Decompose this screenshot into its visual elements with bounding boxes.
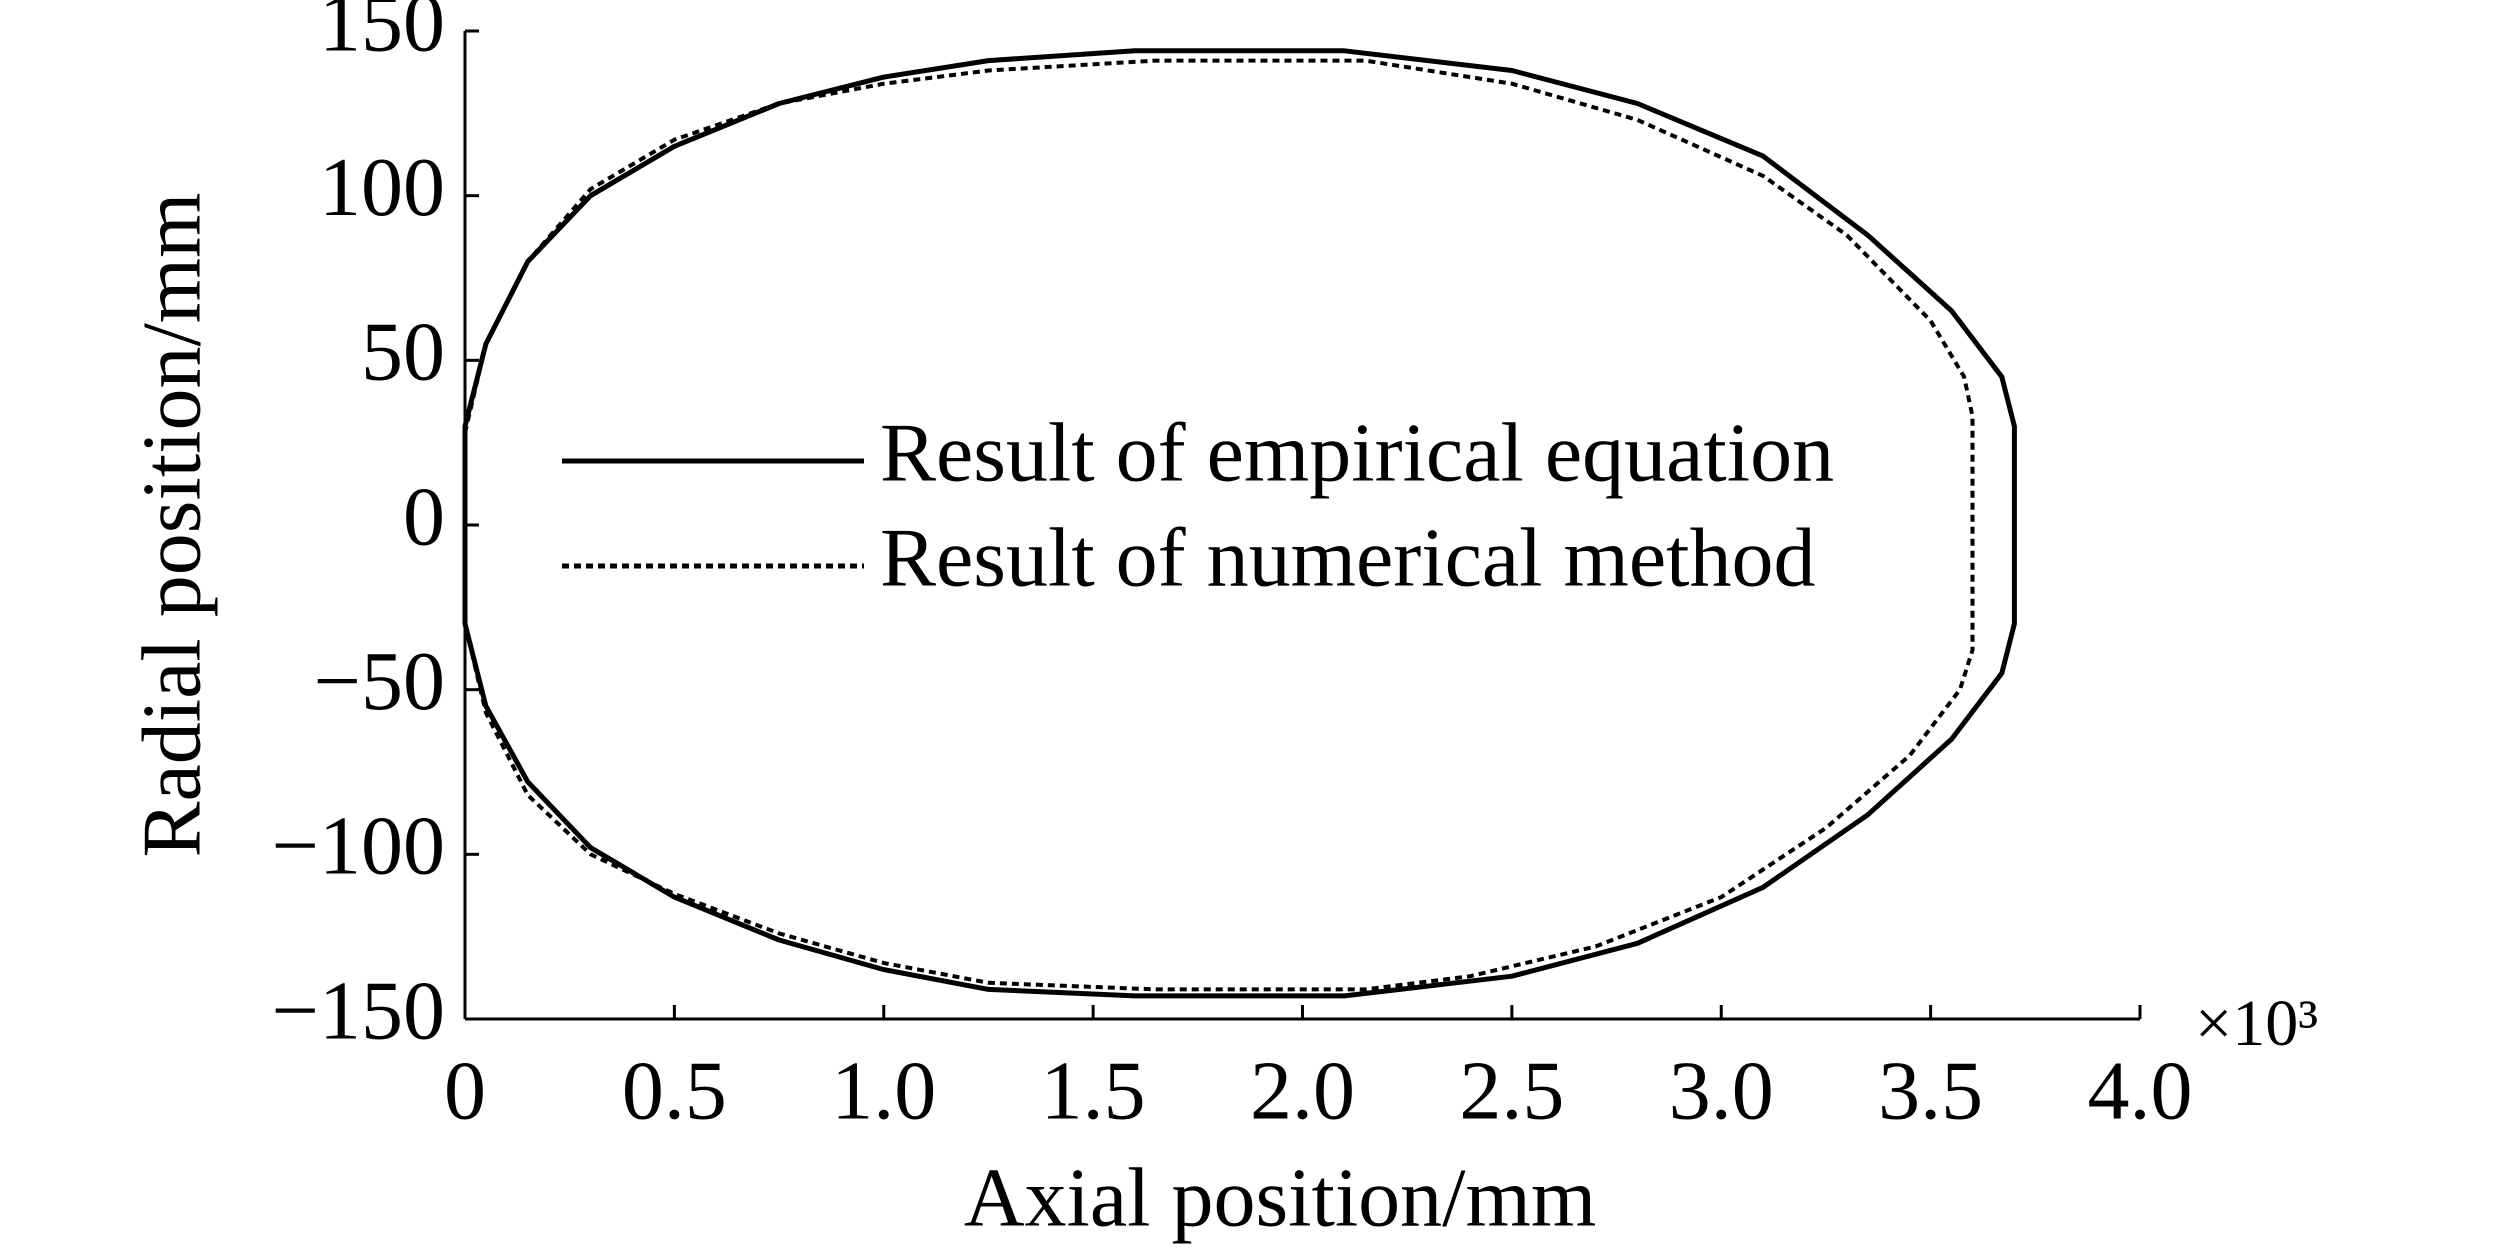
x-tick-label: 1.0 bbox=[831, 1044, 936, 1137]
x-tick-label: 3.0 bbox=[1669, 1044, 1774, 1137]
x-tick-label: 0 bbox=[444, 1044, 486, 1137]
data-line bbox=[462, 48, 2017, 999]
y-tick-label: 150 bbox=[319, 0, 445, 69]
x-tick-label: 3.5 bbox=[1878, 1044, 1983, 1137]
y-tick-label: 0 bbox=[403, 470, 445, 563]
y-axis-label: Radial position/mm bbox=[125, 193, 218, 858]
legend-label: Result of empirical equation bbox=[880, 406, 1834, 499]
x-tick-label: 2.5 bbox=[1459, 1044, 1564, 1137]
data-line bbox=[463, 58, 1975, 992]
y-tick-label: −150 bbox=[272, 964, 445, 1057]
x-tick-label: 2.0 bbox=[1250, 1044, 1355, 1137]
legend-label: Result of numerical method bbox=[880, 511, 1815, 604]
x-tick-label: 4.0 bbox=[2088, 1044, 2193, 1137]
x-axis-label: Axial position/mm bbox=[964, 1151, 1596, 1244]
x-tick-label: 0.5 bbox=[622, 1044, 727, 1137]
x-multiplier: ×10³ bbox=[2195, 987, 2318, 1060]
y-tick-label: −100 bbox=[272, 800, 445, 893]
y-tick-label: −50 bbox=[314, 635, 445, 728]
y-tick-label: 100 bbox=[319, 141, 445, 234]
y-tick-label: 50 bbox=[361, 306, 445, 399]
x-tick-label: 1.5 bbox=[1041, 1044, 1146, 1137]
